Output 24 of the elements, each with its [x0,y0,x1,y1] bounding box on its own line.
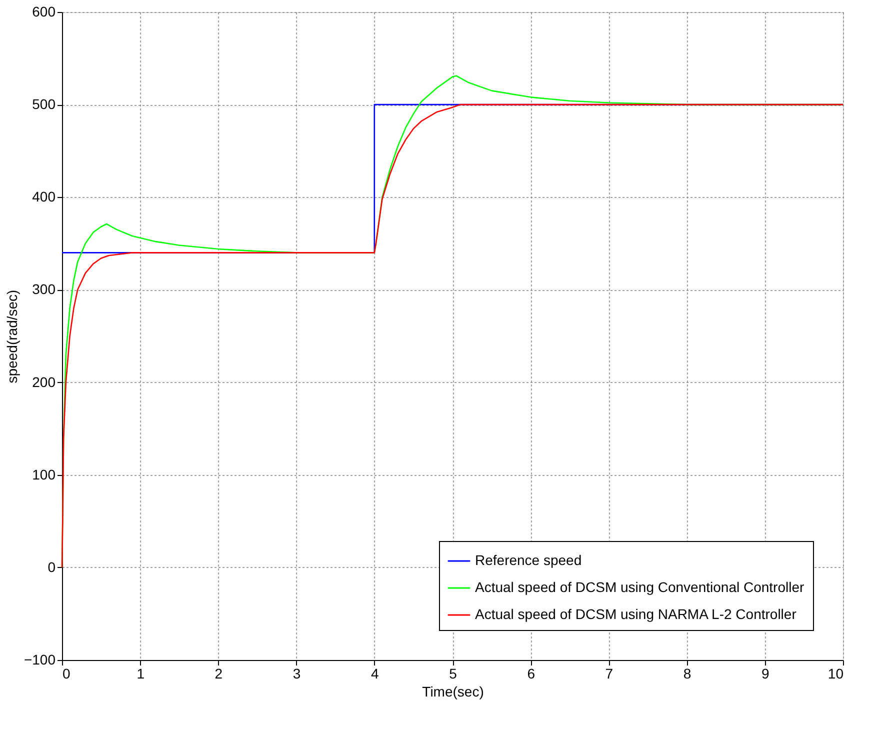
y-tick-label: 300 [32,281,56,298]
x-tick-label: 5 [449,666,458,682]
legend-label: Actual speed of DCSM using Conventional Controller [475,579,805,595]
x-tick-label: 9 [762,666,770,682]
y-tick-label: 400 [32,188,56,205]
x-tick-label: 7 [605,666,614,682]
y-axis-title: speed(rad/sec) [4,290,20,384]
y-tick-label: 100 [32,466,56,482]
x-tick-label: 0 [62,666,70,682]
legend-label: Reference speed [475,552,582,568]
x-tick-label: 4 [371,666,379,682]
y-tick-label: 600 [32,4,56,20]
x-axis-title: Time(sec) [422,684,484,700]
y-tick-label: 0 [48,558,56,575]
x-tick-label: 1 [136,666,145,682]
x-tick-label: 10 [828,666,844,682]
y-tick-label: 500 [32,96,56,112]
y-tick-label: 200 [32,374,56,390]
legend-label: Actual speed of DCSM using NARMA L-2 Controller [475,606,797,622]
x-tick-label: 2 [214,666,223,682]
x-tick-label: 6 [527,666,536,682]
y-tick-label: −100 [24,652,56,668]
x-tick-label: 8 [683,666,692,682]
x-tick-label: 3 [292,666,301,682]
